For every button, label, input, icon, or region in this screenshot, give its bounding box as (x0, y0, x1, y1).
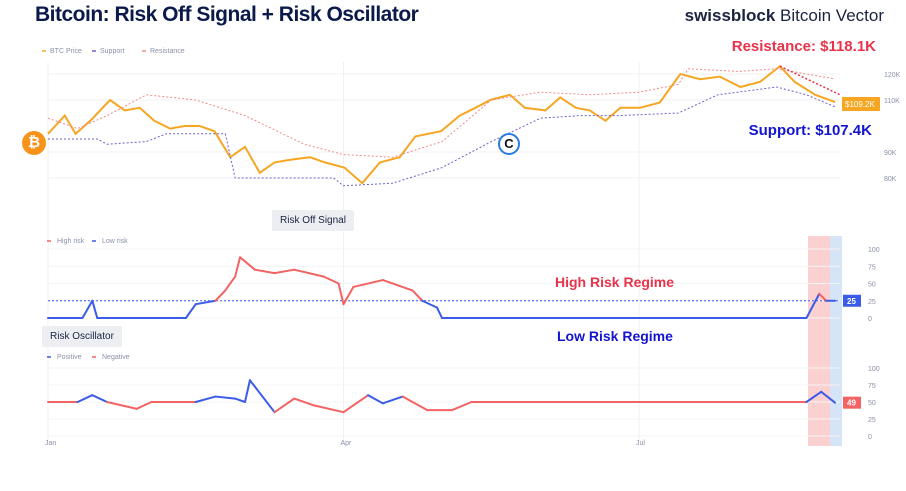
legend-label: Low risk (102, 238, 128, 245)
series-segment (214, 289, 227, 302)
series-segment (322, 275, 340, 285)
brand-logo: swissblock Bitcoin Vector (685, 6, 884, 26)
x-tick-label: Jul (636, 440, 645, 447)
series-segment (224, 275, 237, 292)
high-regime-annotation: High Risk Regime (555, 274, 675, 290)
series-segment (381, 395, 404, 405)
series-segment (81, 299, 94, 319)
series-segment (293, 268, 325, 278)
y-tick-label: 50 (868, 282, 876, 289)
series-segment (76, 394, 94, 403)
resistance-annotation: Resistance: $118.1K (731, 38, 876, 55)
series-resistance (47, 68, 836, 158)
series-btc-price (47, 64, 836, 185)
series-segment (184, 303, 197, 319)
legend-label: Negative (102, 354, 130, 361)
support-annotation: Support: $107.4K (748, 122, 872, 139)
series-segment (214, 395, 237, 400)
series-segment (436, 306, 443, 319)
series-segment (450, 401, 473, 412)
legend-label: BTC Price (50, 48, 82, 55)
y-tick-label: 0 (868, 316, 872, 323)
last-value-badge (843, 396, 861, 409)
series-segment (273, 397, 296, 414)
series-segment (239, 256, 256, 271)
series-segment (194, 299, 217, 306)
legend-label: Support (100, 48, 125, 55)
y-tick-label: 100 (868, 247, 880, 254)
series-segment (337, 282, 345, 306)
series-segment (352, 279, 384, 288)
y-tick-label: 90K (884, 150, 897, 157)
page-title: Bitcoin: Risk Off Signal + Risk Oscillat… (35, 3, 419, 26)
legend-label: Positive (57, 354, 82, 361)
x-tick-label: Jan (45, 440, 56, 447)
risk-osc-title: Risk Oscillator (42, 326, 122, 347)
last-value-badge (843, 294, 861, 307)
series-segment (820, 390, 837, 404)
y-tick-label: 25 (868, 417, 876, 424)
last-price-label: $109.2K (845, 100, 875, 109)
y-tick-label: 75 (868, 383, 876, 390)
series-segment (805, 390, 823, 403)
bitcoin-icon: ₿ (22, 131, 46, 155)
y-tick-label: 100 (868, 366, 880, 373)
series-segment (244, 379, 251, 403)
series-support (48, 86, 836, 187)
series-segment (273, 268, 296, 275)
y-tick-label: 110K (884, 98, 900, 105)
last-price-badge (842, 97, 880, 111)
series-segment (248, 379, 276, 414)
y-tick-label: 75 (868, 264, 876, 271)
y-tick-label: 50 (868, 400, 876, 407)
y-tick-label: 120K (884, 72, 901, 79)
series-segment (312, 404, 345, 414)
coin-c-icon: C (498, 133, 520, 155)
risk-off-title: Risk Off Signal (272, 210, 354, 231)
low-regime-annotation: Low Risk Regime (557, 328, 673, 344)
series-segment (805, 292, 821, 319)
y-tick-label: 0 (868, 434, 872, 441)
legend-label: High risk (57, 238, 85, 245)
series-segment (342, 285, 355, 306)
y-tick-label: 80K (884, 176, 897, 183)
series-segment (367, 394, 384, 405)
last-value-label: 25 (847, 297, 856, 306)
resistance-trendline (779, 65, 841, 96)
series-segment (342, 394, 370, 414)
brand-bold: swissblock (684, 6, 776, 25)
series-segment (411, 289, 424, 302)
series-segment (91, 394, 109, 403)
series-segment (106, 401, 138, 410)
brand-rest: Bitcoin Vector (775, 6, 884, 25)
series-segment (421, 299, 439, 309)
series-segment (253, 268, 276, 275)
y-tick-label: 25 (868, 299, 876, 306)
series-segment (401, 395, 429, 412)
series-segment (381, 279, 414, 292)
x-tick-label: Apr (341, 440, 353, 447)
series-segment (818, 292, 828, 302)
series-segment (91, 299, 99, 319)
series-segment (234, 256, 242, 278)
low-risk-shade (830, 236, 842, 446)
series-segment (293, 397, 315, 407)
series-segment (234, 397, 246, 403)
series-segment (194, 395, 217, 403)
series-segment (135, 401, 153, 410)
last-value-label: 49 (847, 399, 856, 408)
high-risk-shade (808, 236, 830, 446)
legend-label: Resistance (150, 48, 185, 55)
